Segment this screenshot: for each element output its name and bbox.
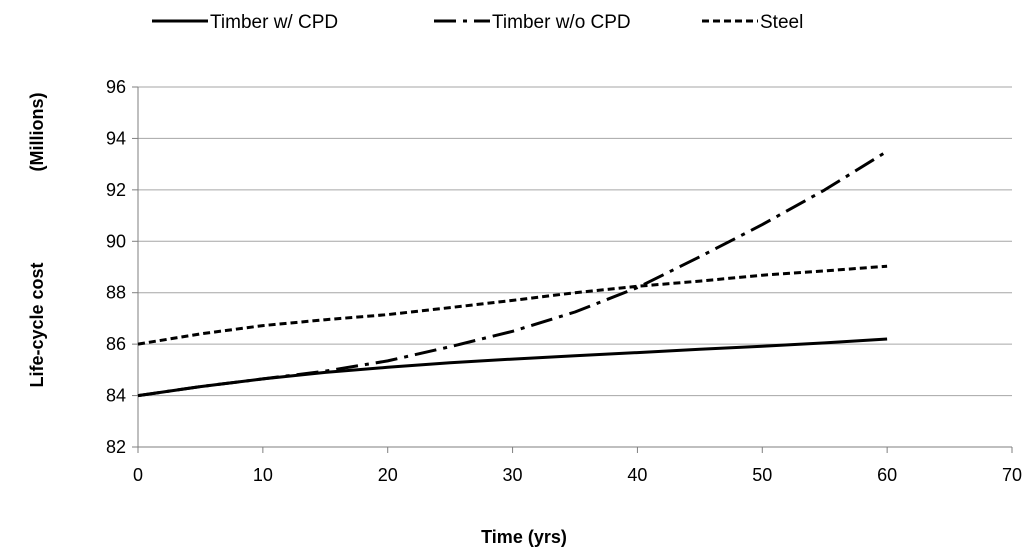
x-tick-label-20: 20 [378, 465, 398, 485]
x-axis-title: Time (yrs) [481, 527, 567, 547]
y-tick-label-84: 84 [106, 386, 126, 406]
series-lines [137, 150, 888, 398]
y-tick-labels: 82 84 86 88 90 92 94 96 [106, 77, 126, 457]
legend-label-1: Timber w/ CPD [210, 12, 338, 33]
x-tick-label-40: 40 [627, 465, 647, 485]
x-tick-label-50: 50 [752, 465, 772, 485]
x-tick-label-60: 60 [877, 465, 897, 485]
x-tick-label-0: 0 [133, 465, 143, 485]
x-tick-label-30: 30 [503, 465, 523, 485]
y-axis-title: Life-cycle cost [27, 262, 47, 387]
y-tick-label-86: 86 [106, 334, 126, 354]
y-tick-label-94: 94 [106, 128, 126, 148]
gridlines [138, 86, 1012, 397]
y-tick-label-88: 88 [106, 283, 126, 303]
series-line-3 [137, 264, 888, 346]
axes [132, 86, 1013, 453]
y-tick-label-82: 82 [106, 437, 126, 457]
y-tick-label-96: 96 [106, 77, 126, 97]
x-tick-label-70: 70 [1002, 465, 1022, 485]
y-tick-label-90: 90 [106, 231, 126, 251]
legend-label-3: Steel [760, 12, 803, 33]
x-tick-labels: 0 10 20 30 40 50 60 70 [133, 465, 1022, 485]
legend: Timber w/ CPD Timber w/o CPD Steel [152, 12, 803, 33]
series-line-2 [137, 150, 888, 398]
legend-label-2: Timber w/o CPD [492, 12, 631, 33]
x-tick-label-10: 10 [253, 465, 273, 485]
y-axis-unit: (Millions) [27, 93, 47, 172]
y-tick-label-92: 92 [106, 180, 126, 200]
series-line-1 [137, 337, 888, 398]
